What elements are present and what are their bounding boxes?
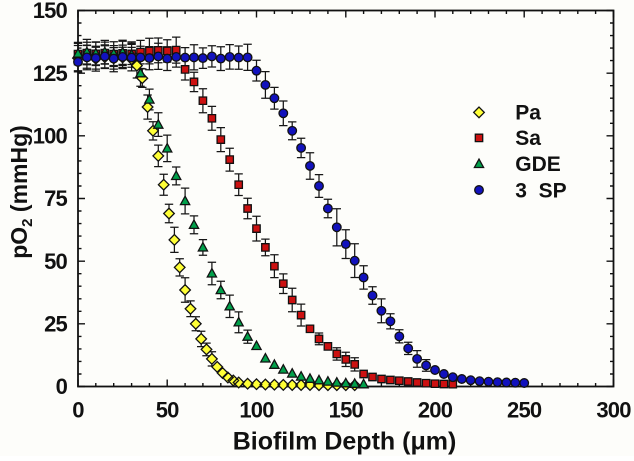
svg-text:100: 100 [239, 398, 274, 423]
svg-text:250: 250 [507, 398, 542, 423]
svg-text:Sa: Sa [515, 127, 541, 150]
svg-text:300: 300 [596, 398, 631, 423]
svg-text:0: 0 [56, 374, 68, 399]
svg-text:pO2 (mmHg): pO2 (mmHg) [6, 125, 36, 259]
svg-text:3 SP: 3 SP [515, 179, 566, 202]
svg-text:Biofilm Depth (μm): Biofilm Depth (μm) [233, 428, 457, 456]
svg-text:25: 25 [44, 311, 67, 336]
svg-text:75: 75 [44, 186, 67, 211]
svg-text:100: 100 [33, 123, 68, 148]
svg-text:125: 125 [33, 61, 68, 86]
svg-text:Pa: Pa [515, 102, 541, 125]
svg-text:GDE: GDE [515, 153, 561, 176]
svg-text:50: 50 [156, 398, 179, 423]
svg-text:150: 150 [329, 398, 364, 423]
svg-text:50: 50 [44, 249, 67, 274]
svg-text:200: 200 [418, 398, 453, 423]
svg-text:150: 150 [33, 0, 68, 23]
svg-text:0: 0 [72, 398, 84, 423]
